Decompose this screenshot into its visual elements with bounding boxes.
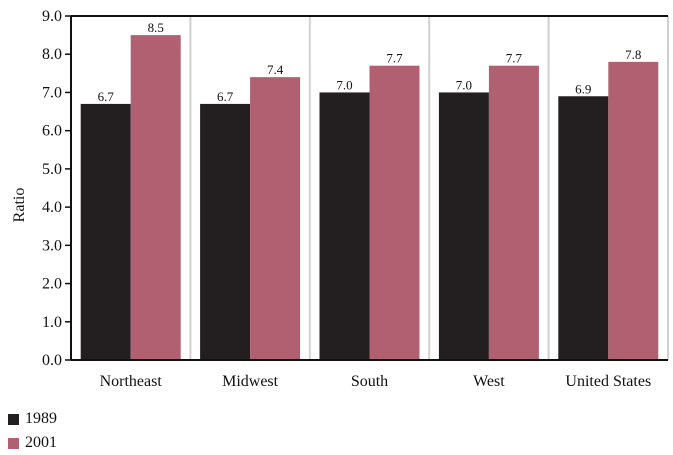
data-label: 7.4 xyxy=(267,62,284,77)
legend: 1989 2001 xyxy=(8,407,57,455)
y-tick-label: 2.0 xyxy=(42,276,62,293)
data-label: 7.8 xyxy=(625,47,641,62)
x-tick-label: West xyxy=(473,373,505,390)
y-tick-label: 6.0 xyxy=(42,123,62,140)
x-tick-label: Midwest xyxy=(222,373,279,390)
x-tick-label: United States xyxy=(565,373,651,390)
y-tick-label: 9.0 xyxy=(42,8,62,25)
x-tick-label: South xyxy=(351,373,388,390)
bar-1989-northeast xyxy=(80,103,131,361)
bar-1989-south xyxy=(319,92,370,360)
bar-2001-west xyxy=(488,65,539,360)
y-tick-label: 5.0 xyxy=(42,161,62,178)
bar-1989-west xyxy=(438,92,489,360)
bar-1989-united-states xyxy=(558,96,609,361)
bar-2001-south xyxy=(369,65,420,360)
data-label: 6.7 xyxy=(217,89,234,104)
y-tick-label: 3.0 xyxy=(42,237,62,254)
bar-1989-midwest xyxy=(200,103,251,361)
y-tick-label: 8.0 xyxy=(42,46,62,63)
legend-label-2001: 2001 xyxy=(25,434,57,451)
y-tick-label: 7.0 xyxy=(42,84,62,101)
bar-2001-midwest xyxy=(250,77,301,361)
data-label: 6.9 xyxy=(575,81,591,96)
legend-item-1989: 1989 xyxy=(8,407,57,431)
legend-label-1989: 1989 xyxy=(25,410,57,427)
grid-lines xyxy=(189,16,669,360)
data-label: 7.0 xyxy=(336,77,352,92)
y-tick-label: 4.0 xyxy=(42,199,62,216)
legend-swatch-1989 xyxy=(8,413,19,425)
legend-item-2001: 2001 xyxy=(8,431,57,455)
y-axis-label: Ratio xyxy=(11,188,28,223)
bar-2001-united-states xyxy=(608,61,659,360)
bar-2001-northeast xyxy=(130,35,181,360)
y-tick-label: 0.0 xyxy=(42,352,62,369)
axes: Northeast Midwest South West United States 0.… xyxy=(42,8,668,390)
legend-swatch-2001 xyxy=(8,437,19,449)
bar-chart: Ratio 6.7 8.5 6.7 7.4 7.0 7.7 7.0 7.7 6.9 7.8 Nor… xyxy=(11,8,669,390)
data-label: 8.5 xyxy=(148,20,164,35)
data-label: 7.0 xyxy=(456,77,472,92)
data-label: 7.7 xyxy=(506,51,523,66)
bars: 6.7 8.5 6.7 7.4 7.0 7.7 7.0 7.7 6.9 7.8 xyxy=(80,20,659,361)
x-tick-label: Northeast xyxy=(100,373,163,390)
data-label: 6.7 xyxy=(98,89,115,104)
y-tick-label: 1.0 xyxy=(42,314,62,331)
data-label: 7.7 xyxy=(386,51,403,66)
